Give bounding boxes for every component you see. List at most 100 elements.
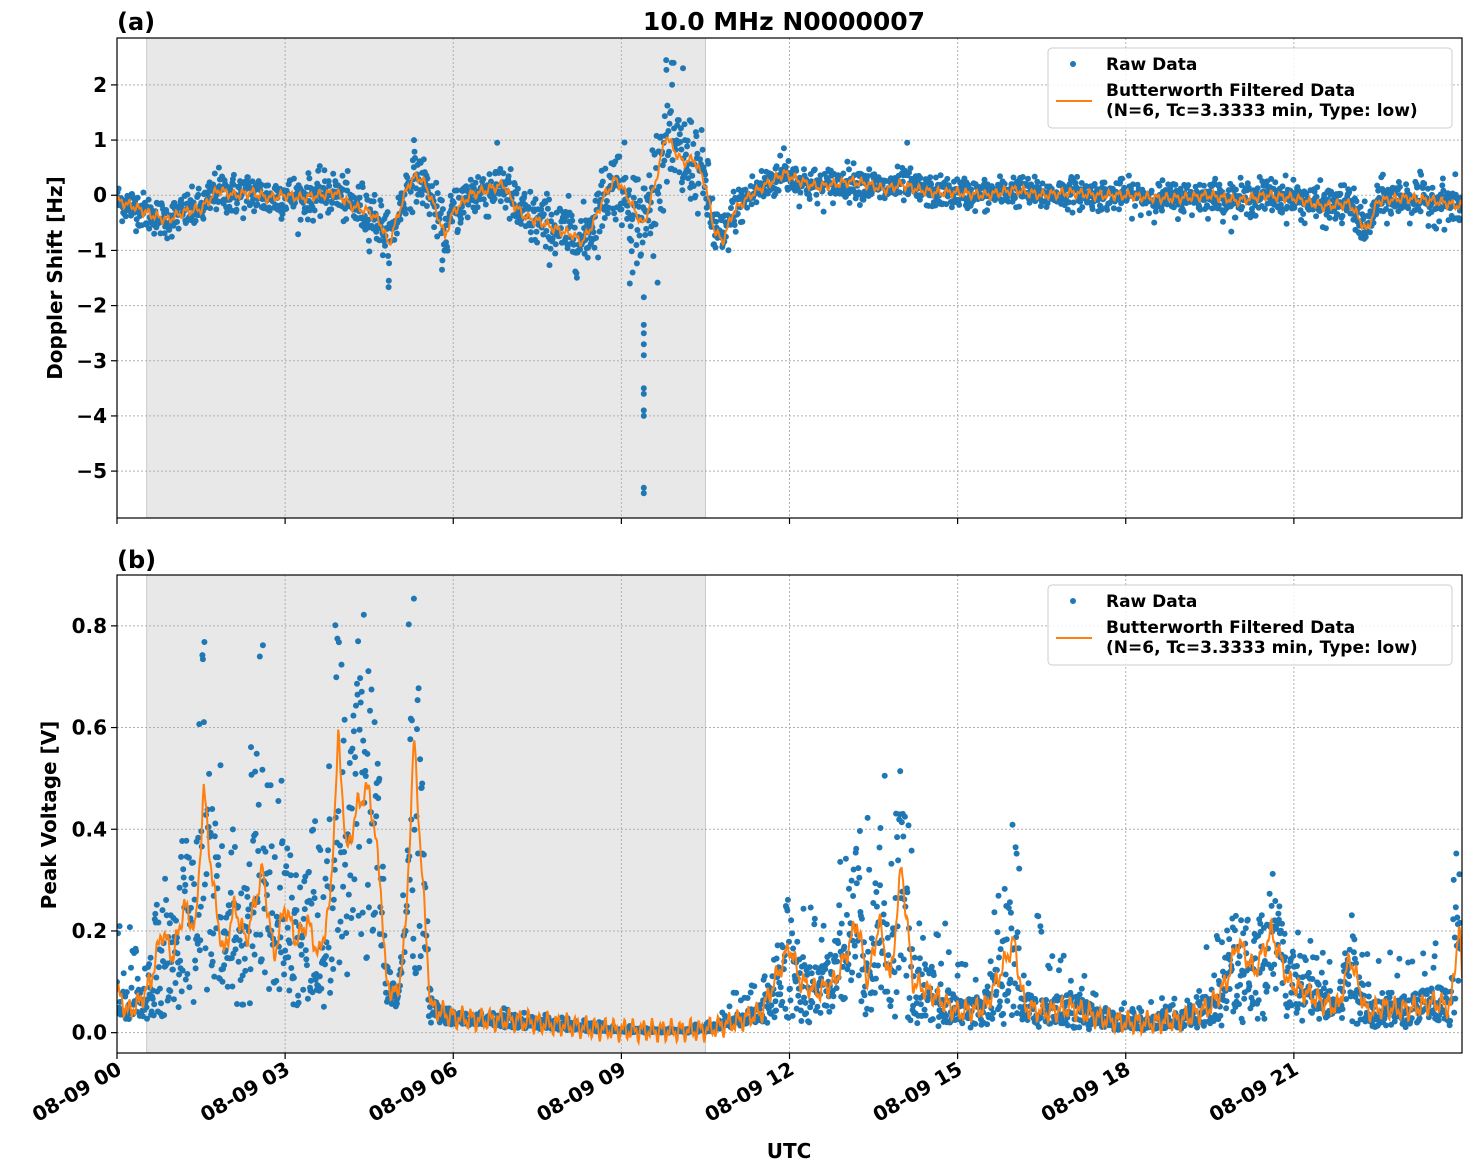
raw-data-point [182,976,189,983]
raw-data-point [593,234,599,241]
raw-data-point [233,206,240,213]
raw-data-point [628,237,635,244]
raw-data-point [158,947,165,954]
raw-data-point [1067,977,1074,984]
raw-data-point [602,165,609,172]
raw-data-point [434,233,441,240]
raw-data-point [275,798,282,804]
raw-data-point [244,913,251,920]
raw-data-point [453,187,460,194]
raw-data-point [678,146,685,153]
raw-data-point [1366,229,1373,236]
raw-data-point [386,260,393,267]
raw-data-point [261,969,268,976]
raw-data-point [795,992,802,999]
raw-data-point [434,190,441,197]
raw-data-point [419,780,426,787]
raw-data-point [326,763,333,770]
raw-data-point [773,1007,779,1014]
raw-data-point [827,951,834,958]
raw-data-point [184,191,191,198]
raw-data-point [868,935,875,942]
y-tick-label: −1 [76,238,107,262]
raw-data-point [191,881,198,888]
raw-data-point [1012,844,1019,851]
y-tick-label: 0 [93,183,107,207]
raw-data-point [865,173,872,180]
raw-data-point [134,194,141,201]
raw-data-point [993,988,1000,995]
raw-data-point [518,220,524,227]
raw-data-point [637,197,643,204]
raw-data-point [215,862,222,869]
raw-data-point [156,985,163,992]
raw-data-point [265,182,272,189]
raw-data-point [1279,183,1286,190]
raw-data-point [326,182,333,189]
raw-data-point [244,893,251,900]
raw-data-point [206,770,213,777]
raw-data-point [348,915,355,921]
raw-data-point [638,251,644,258]
raw-data-point [996,1003,1003,1010]
raw-data-point [840,170,847,177]
raw-data-point [290,175,297,182]
raw-data-point [197,937,204,944]
raw-data-point [245,906,252,913]
raw-data-point [612,216,619,223]
raw-data-point [1272,179,1279,186]
raw-data-point [475,174,482,180]
raw-data-point [190,859,196,866]
raw-data-point [699,146,706,153]
raw-data-point [266,869,273,876]
raw-data-point [1255,997,1262,1004]
raw-data-point [664,102,671,109]
raw-data-point [214,854,221,861]
raw-data-point [1282,172,1289,179]
raw-data-point [577,246,583,253]
raw-data-point [622,174,629,181]
raw-data-point [145,196,152,203]
raw-data-outlier [904,139,911,146]
raw-data-point [877,882,883,889]
raw-data-point [125,1016,132,1022]
raw-data-point [695,180,702,187]
raw-data-point [310,826,317,833]
raw-data-point [416,923,423,929]
raw-data-point [323,953,329,960]
raw-data-point [784,907,791,914]
raw-data-point [898,819,905,826]
raw-data-point [246,1000,253,1007]
raw-data-point [1240,930,1247,937]
raw-data-point [621,139,628,146]
raw-data-point [578,218,584,224]
raw-data-point [1268,902,1275,909]
raw-data-point [790,945,797,952]
raw-data-point [906,995,913,1001]
raw-data-point [900,833,907,840]
raw-data-point [295,999,302,1006]
raw-data-point [663,66,670,73]
raw-data-point [1436,218,1443,225]
raw-data-point [668,108,674,115]
raw-data-point [666,120,673,127]
raw-data-point [342,861,349,868]
raw-data-point [486,171,493,178]
raw-data-point [357,699,364,706]
raw-data-point [390,980,397,987]
raw-data-point [547,245,554,252]
raw-data-point [1203,944,1210,951]
raw-data-point [500,170,507,177]
raw-data-point [1314,184,1321,191]
raw-data-outlier [640,352,647,359]
raw-data-point [371,191,378,198]
raw-data-point [217,762,224,769]
raw-data-point [1098,206,1105,213]
raw-data-point [852,953,859,960]
raw-data-point [785,158,792,164]
raw-data-point [482,201,489,208]
raw-data-point [693,133,700,140]
raw-data-point [328,956,335,963]
raw-data-outlier [411,137,417,144]
raw-data-point [990,1009,997,1016]
